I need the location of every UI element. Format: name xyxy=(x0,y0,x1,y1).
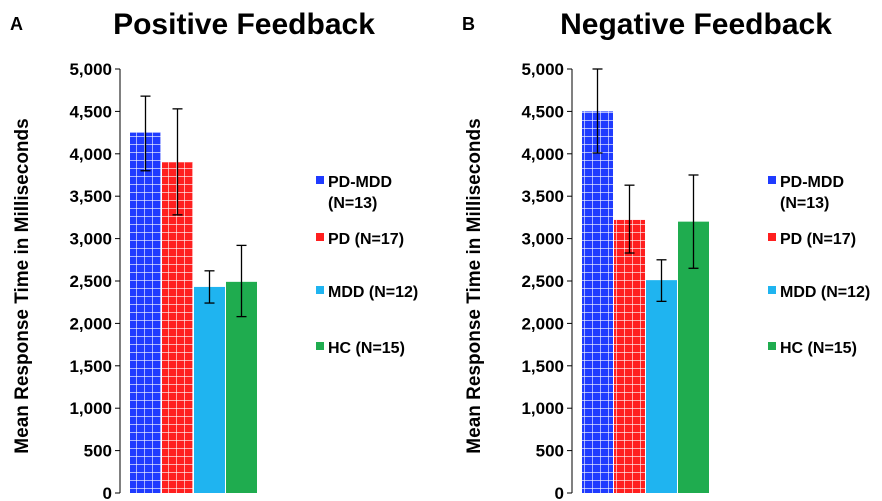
legend-swatch xyxy=(768,233,776,241)
legend-label: MDD (N=12) xyxy=(328,284,418,301)
chart-panel-a: A Positive Feedback Mean Response Time in … xyxy=(10,8,418,501)
legend-label: HC (N=15) xyxy=(780,340,857,357)
y-tick-label: 5,000 xyxy=(69,60,112,79)
y-tick-label: 5,000 xyxy=(521,60,564,79)
legend-label: PD-MDD xyxy=(328,174,392,191)
y-tick-label: 2,500 xyxy=(69,272,112,291)
legend-swatch xyxy=(316,286,324,294)
bar-mdd xyxy=(646,280,677,493)
legend-label: PD-MDD xyxy=(780,174,844,191)
bar-pattern-overlay xyxy=(130,132,161,493)
chart-panel-b: B Negative Feedback Mean Response Time in … xyxy=(462,8,870,501)
panel-letter: A xyxy=(10,14,23,34)
legend-label: MDD (N=12) xyxy=(780,284,870,301)
y-tick-label: 4,000 xyxy=(521,145,564,164)
y-tick-label: 1,500 xyxy=(521,357,564,376)
y-tick-label: 4,500 xyxy=(521,102,564,121)
y-tick-label: 2,000 xyxy=(69,314,112,333)
y-tick-label: 500 xyxy=(536,442,564,461)
legend-label: PD (N=17) xyxy=(328,231,404,248)
legend-label: PD (N=17) xyxy=(780,231,856,248)
y-tick-label: 1,500 xyxy=(69,357,112,376)
y-axis-label: Mean Response Time in Milliseconds xyxy=(464,118,485,453)
legend-swatch xyxy=(316,176,324,184)
y-tick-label: 2,000 xyxy=(521,314,564,333)
y-tick-label: 3,000 xyxy=(521,230,564,249)
bar-pattern-overlay xyxy=(614,219,645,493)
bar-pattern-overlay xyxy=(162,162,193,493)
y-tick-label: 0 xyxy=(103,484,112,501)
legend-swatch xyxy=(768,286,776,294)
legend: PD-MDD (N=13) PD (N=17) MDD (N=12) HC (N=15) xyxy=(316,174,418,357)
y-axis-label: Mean Response Time in Milliseconds xyxy=(12,118,33,453)
y-tick-label: 1,000 xyxy=(521,399,564,418)
bar-mdd xyxy=(194,286,225,493)
legend-label: (N=13) xyxy=(780,195,829,212)
y-tick-label: 0 xyxy=(555,484,564,501)
legend: PD-MDD (N=13) PD (N=17) MDD (N=12) HC (N=15) xyxy=(768,174,870,357)
legend-swatch xyxy=(316,233,324,241)
y-tick-label: 500 xyxy=(84,442,112,461)
panel-title: Positive Feedback xyxy=(113,8,375,41)
y-tick-label: 4,500 xyxy=(69,102,112,121)
panel-title: Negative Feedback xyxy=(560,8,832,41)
y-tick-label: 3,500 xyxy=(69,187,112,206)
y-tick-label: 3,000 xyxy=(69,230,112,249)
panel-letter: B xyxy=(462,14,475,34)
y-tick-label: 3,500 xyxy=(521,187,564,206)
legend-label: HC (N=15) xyxy=(328,340,405,357)
legend-swatch xyxy=(316,342,324,350)
y-tick-label: 4,000 xyxy=(69,145,112,164)
y-tick-label: 2,500 xyxy=(521,272,564,291)
bar-pattern-overlay xyxy=(582,111,613,494)
legend-swatch xyxy=(768,176,776,184)
legend-label: (N=13) xyxy=(328,195,377,212)
legend-swatch xyxy=(768,342,776,350)
y-tick-label: 1,000 xyxy=(69,399,112,418)
